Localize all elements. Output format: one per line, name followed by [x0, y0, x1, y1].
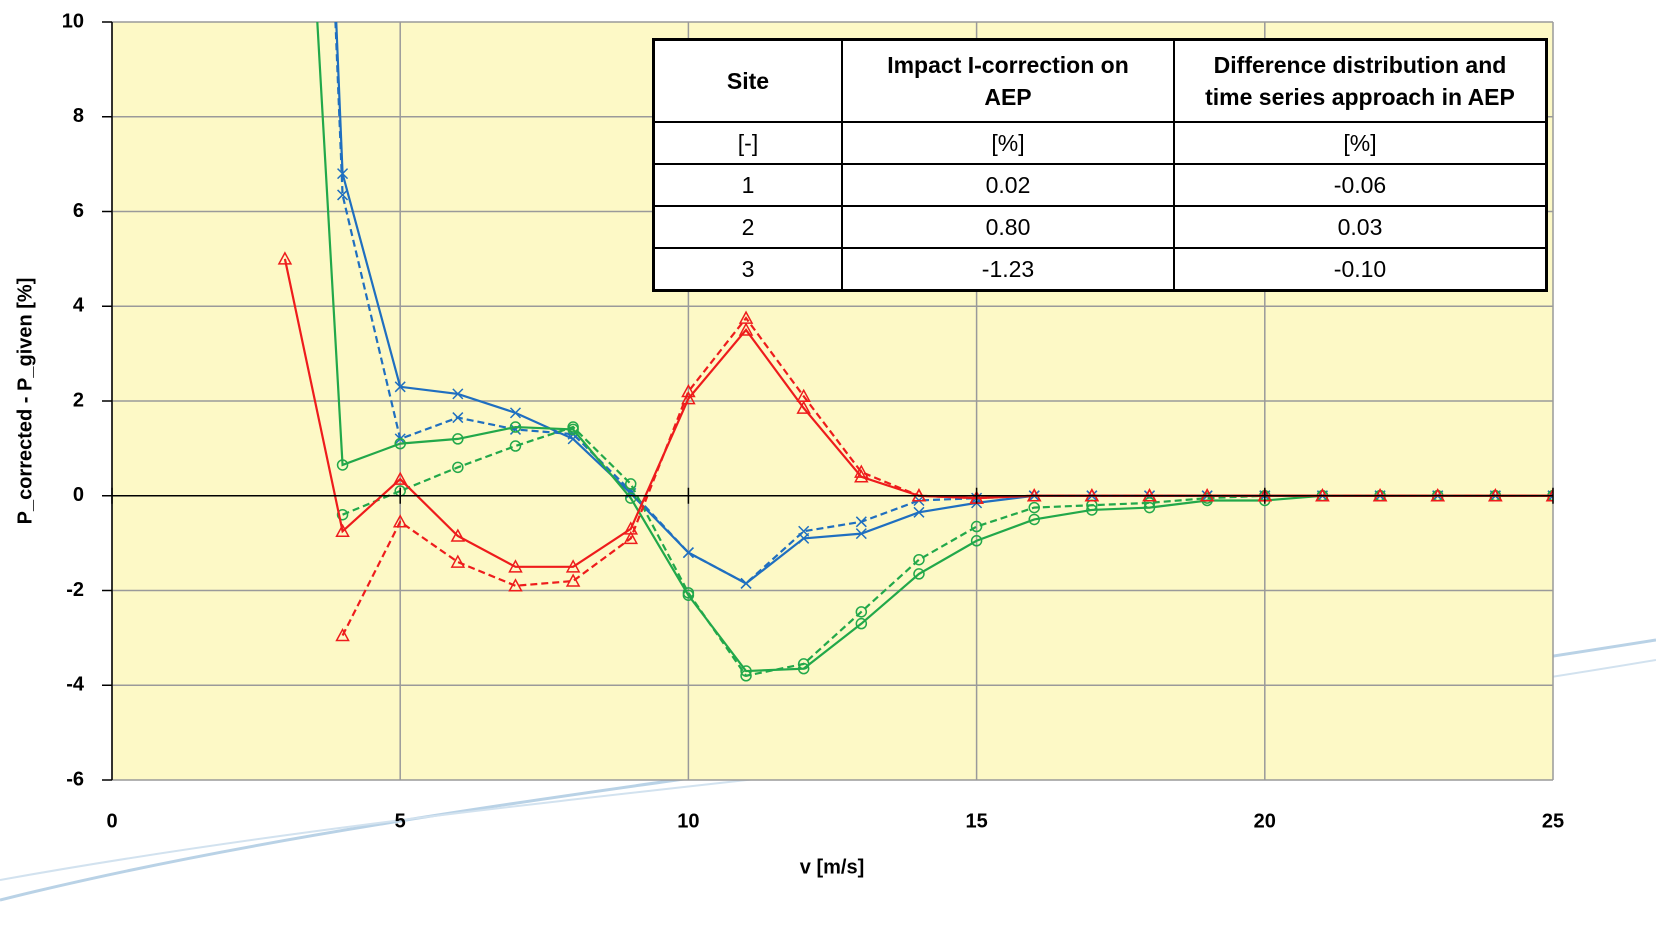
marker — [394, 381, 406, 393]
marker — [335, 627, 350, 642]
y-tick-label: 6 — [73, 200, 84, 222]
marker — [336, 508, 349, 521]
marker — [450, 554, 466, 568]
marker — [682, 547, 694, 559]
y-tick-label: 8 — [73, 105, 84, 127]
y-tick-label: -4 — [66, 674, 85, 696]
marker — [1028, 501, 1040, 514]
marker — [392, 471, 408, 485]
marker — [1028, 513, 1040, 526]
marker — [913, 568, 925, 580]
marker — [797, 658, 810, 670]
marker — [855, 528, 867, 540]
marker — [509, 407, 522, 419]
marker — [970, 520, 983, 533]
marker — [450, 528, 466, 542]
cell: 3 — [652, 247, 843, 292]
marker — [509, 423, 522, 435]
unit-cell: [-] — [652, 121, 843, 165]
marker — [1143, 501, 1156, 514]
marker — [337, 189, 349, 201]
series-line — [341, 316, 1553, 637]
marker — [277, 251, 293, 265]
cell: 1 — [652, 163, 843, 207]
marker — [625, 478, 637, 490]
y-tick-label: 4 — [73, 295, 85, 317]
marker — [682, 587, 695, 599]
marker — [508, 559, 523, 573]
marker — [855, 617, 868, 630]
cell: 2 — [652, 205, 843, 249]
x-tick-label: 0 — [106, 810, 117, 832]
marker — [625, 492, 637, 504]
marker — [798, 525, 810, 537]
x-tick-label: 25 — [1542, 810, 1564, 832]
marker — [567, 433, 579, 445]
marker — [452, 412, 464, 424]
cell: 0.03 — [1173, 205, 1548, 249]
marker — [452, 388, 464, 400]
header-cell: Difference distribution and time series … — [1173, 38, 1548, 123]
unit-cell: [%] — [1173, 121, 1548, 165]
marker — [854, 469, 869, 483]
y-tick-label: 10 — [62, 10, 84, 32]
table: Site Impact I-correction on AEP Difference… — [652, 38, 1548, 292]
cell: -0.10 — [1173, 247, 1548, 292]
x-tick-label: 20 — [1254, 810, 1276, 832]
marker — [855, 606, 868, 618]
cell: 0.80 — [841, 205, 1175, 249]
marker — [681, 383, 696, 398]
header-cell: Site — [652, 38, 843, 123]
marker — [509, 421, 522, 433]
marker — [855, 516, 867, 528]
marker — [335, 523, 350, 538]
marker — [1143, 497, 1156, 509]
marker — [970, 535, 983, 547]
x-tick-label: 5 — [395, 810, 406, 832]
marker — [796, 388, 811, 403]
marker — [796, 400, 811, 414]
marker — [392, 514, 408, 528]
x-axis-title: v [m/s] — [800, 856, 864, 878]
marker — [508, 578, 523, 592]
marker — [623, 530, 639, 545]
y-tick-label: 0 — [73, 484, 84, 506]
y-tick-label: -6 — [66, 768, 84, 790]
marker — [336, 459, 349, 471]
marker — [854, 464, 869, 478]
marker — [740, 670, 752, 682]
marker — [565, 573, 581, 587]
marker — [394, 437, 406, 450]
cell: -0.06 — [1173, 163, 1548, 207]
marker — [452, 461, 464, 474]
marker — [913, 506, 925, 518]
unit-cell: [%] — [841, 121, 1175, 165]
marker — [738, 322, 754, 336]
y-tick-label: -2 — [66, 579, 84, 601]
marker — [337, 168, 349, 180]
x-tick-label: 15 — [965, 810, 987, 832]
y-axis-title: P_corrected - P_given [%] — [14, 278, 36, 525]
header-cell: Impact I-correction on AEP — [841, 38, 1175, 123]
marker — [509, 440, 522, 452]
cell: 0.02 — [841, 163, 1175, 207]
cell: -1.23 — [841, 247, 1175, 292]
marker — [913, 553, 925, 566]
marker — [740, 577, 752, 589]
marker — [565, 559, 581, 573]
marker — [452, 433, 464, 445]
marker — [567, 421, 579, 433]
x-tick-label: 10 — [677, 810, 699, 832]
marker — [738, 310, 754, 324]
y-tick-label: 2 — [73, 389, 84, 411]
